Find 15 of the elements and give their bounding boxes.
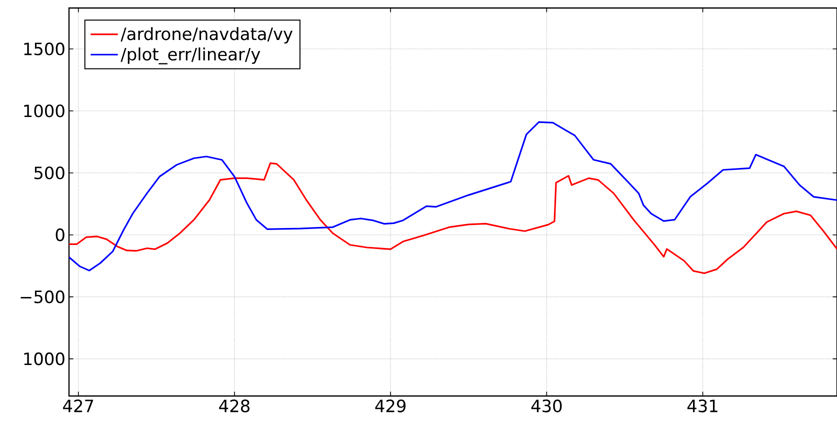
y-tick-label: −500 [20, 290, 64, 304]
line-series [69, 121, 837, 272]
y-tick-label: 1500 [24, 42, 64, 56]
y-tick-label: 0 [56, 228, 64, 242]
y-tick-label: 1000 [24, 352, 64, 366]
legend-label: /ardrone/navdata/vy [120, 27, 293, 44]
legend-label: /plot_err/linear/y [120, 47, 260, 64]
x-tick-label: 427 [63, 400, 94, 412]
y-tick-label: 1000 [24, 104, 64, 118]
x-tick-label: 431 [687, 400, 718, 412]
y-tick-label: 500 [34, 166, 64, 180]
line-series [69, 162, 837, 274]
x-tick-label: 430 [531, 400, 562, 412]
x-tick-label: 428 [219, 400, 250, 412]
x-tick-label: 429 [375, 400, 406, 412]
